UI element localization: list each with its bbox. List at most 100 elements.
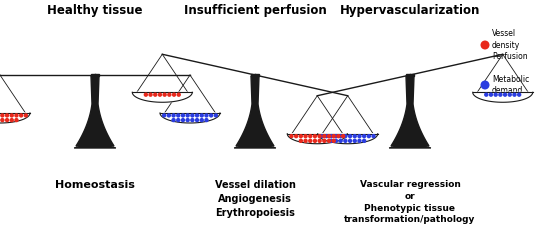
Circle shape bbox=[185, 113, 190, 118]
Circle shape bbox=[14, 118, 19, 122]
Circle shape bbox=[332, 139, 336, 143]
Circle shape bbox=[334, 134, 338, 138]
Text: Healthy tissue: Healthy tissue bbox=[47, 4, 143, 17]
Circle shape bbox=[14, 113, 19, 118]
Circle shape bbox=[176, 92, 181, 97]
Circle shape bbox=[362, 134, 366, 138]
Circle shape bbox=[357, 139, 362, 143]
Text: Vessel
density
Perfusion: Vessel density Perfusion bbox=[492, 30, 528, 60]
Circle shape bbox=[508, 92, 512, 97]
Circle shape bbox=[289, 134, 294, 138]
Circle shape bbox=[313, 139, 317, 143]
Circle shape bbox=[19, 113, 23, 118]
Circle shape bbox=[484, 92, 488, 97]
Circle shape bbox=[498, 92, 503, 97]
Circle shape bbox=[327, 134, 331, 138]
Circle shape bbox=[327, 139, 331, 143]
Circle shape bbox=[200, 118, 204, 122]
Circle shape bbox=[308, 139, 312, 143]
Circle shape bbox=[195, 113, 199, 118]
Circle shape bbox=[320, 134, 324, 138]
Circle shape bbox=[503, 92, 507, 97]
Circle shape bbox=[343, 134, 347, 138]
Circle shape bbox=[190, 118, 195, 122]
Circle shape bbox=[153, 92, 158, 97]
Polygon shape bbox=[236, 76, 274, 146]
Circle shape bbox=[353, 139, 357, 143]
Circle shape bbox=[493, 92, 498, 97]
Circle shape bbox=[338, 139, 343, 143]
Circle shape bbox=[329, 139, 333, 143]
Circle shape bbox=[163, 92, 167, 97]
Circle shape bbox=[172, 92, 176, 97]
Circle shape bbox=[372, 134, 375, 138]
Polygon shape bbox=[473, 92, 533, 102]
Circle shape bbox=[348, 134, 352, 138]
Circle shape bbox=[204, 113, 208, 118]
Circle shape bbox=[148, 92, 153, 97]
Circle shape bbox=[144, 92, 148, 97]
Polygon shape bbox=[132, 92, 192, 102]
Circle shape bbox=[308, 134, 312, 138]
Circle shape bbox=[512, 92, 517, 97]
Circle shape bbox=[176, 113, 180, 118]
Circle shape bbox=[167, 92, 171, 97]
Circle shape bbox=[517, 92, 521, 97]
Circle shape bbox=[171, 118, 176, 122]
Circle shape bbox=[294, 134, 298, 138]
Circle shape bbox=[204, 118, 208, 122]
Circle shape bbox=[348, 139, 352, 143]
Circle shape bbox=[195, 118, 199, 122]
Circle shape bbox=[317, 134, 322, 138]
Circle shape bbox=[162, 113, 166, 118]
Circle shape bbox=[213, 113, 218, 118]
Circle shape bbox=[158, 92, 162, 97]
Circle shape bbox=[24, 113, 28, 118]
Circle shape bbox=[313, 134, 317, 138]
Circle shape bbox=[190, 113, 195, 118]
Circle shape bbox=[325, 134, 329, 138]
Polygon shape bbox=[91, 74, 99, 76]
Circle shape bbox=[0, 118, 4, 122]
Circle shape bbox=[481, 41, 489, 49]
Polygon shape bbox=[74, 146, 116, 148]
Circle shape bbox=[185, 118, 190, 122]
Polygon shape bbox=[288, 134, 347, 144]
Text: Homeostasis: Homeostasis bbox=[55, 180, 135, 190]
Polygon shape bbox=[391, 76, 429, 146]
Circle shape bbox=[9, 113, 14, 118]
Circle shape bbox=[336, 134, 341, 138]
Circle shape bbox=[362, 139, 366, 143]
Polygon shape bbox=[318, 134, 378, 144]
Polygon shape bbox=[406, 74, 414, 76]
Circle shape bbox=[353, 134, 357, 138]
Circle shape bbox=[489, 92, 493, 97]
Polygon shape bbox=[251, 74, 259, 76]
Circle shape bbox=[299, 134, 303, 138]
Circle shape bbox=[322, 134, 326, 138]
Circle shape bbox=[166, 113, 171, 118]
Circle shape bbox=[334, 139, 338, 143]
Circle shape bbox=[341, 134, 345, 138]
Text: Vascular regression
or
Phenotypic tissue
transformation/pathology: Vascular regression or Phenotypic tissue… bbox=[345, 180, 476, 224]
Circle shape bbox=[329, 134, 333, 138]
Circle shape bbox=[304, 134, 307, 138]
Circle shape bbox=[332, 134, 336, 138]
Circle shape bbox=[338, 134, 343, 138]
Circle shape bbox=[181, 113, 185, 118]
Circle shape bbox=[299, 139, 303, 143]
Circle shape bbox=[171, 113, 176, 118]
Polygon shape bbox=[234, 146, 276, 148]
Polygon shape bbox=[0, 113, 30, 123]
Circle shape bbox=[5, 113, 9, 118]
Polygon shape bbox=[389, 146, 431, 148]
Circle shape bbox=[317, 139, 322, 143]
Circle shape bbox=[481, 80, 489, 90]
Circle shape bbox=[367, 134, 371, 138]
Text: Metabolic
demand: Metabolic demand bbox=[492, 75, 529, 95]
Text: Vessel dilation
Angiogenesis
Erythropoiesis: Vessel dilation Angiogenesis Erythropoie… bbox=[215, 180, 295, 218]
Text: Insufficient perfusion: Insufficient perfusion bbox=[184, 4, 326, 17]
Circle shape bbox=[200, 113, 204, 118]
Circle shape bbox=[322, 139, 326, 143]
Polygon shape bbox=[76, 76, 114, 146]
